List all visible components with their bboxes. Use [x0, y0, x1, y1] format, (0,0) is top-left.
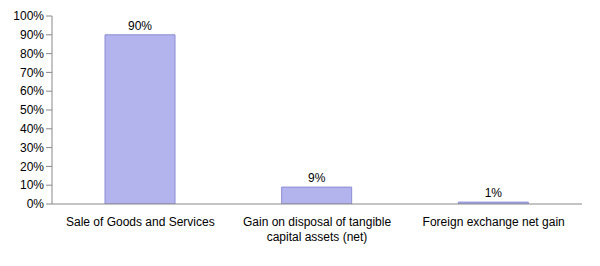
- svg-text:50%: 50%: [20, 103, 44, 117]
- svg-text:Gain on disposal of tangibleca: Gain on disposal of tangiblecapital asse…: [243, 215, 391, 244]
- svg-text:60%: 60%: [20, 84, 44, 98]
- svg-text:9%: 9%: [308, 171, 326, 185]
- svg-text:100%: 100%: [13, 9, 44, 23]
- svg-text:90%: 90%: [128, 19, 152, 33]
- svg-text:Foreign exchange net gain: Foreign exchange net gain: [423, 215, 565, 229]
- svg-text:10%: 10%: [20, 178, 44, 192]
- svg-text:Sale of Goods and Services: Sale of Goods and Services: [66, 215, 215, 229]
- svg-text:20%: 20%: [20, 160, 44, 174]
- svg-text:90%: 90%: [20, 28, 44, 42]
- svg-text:70%: 70%: [20, 66, 44, 80]
- svg-text:0%: 0%: [27, 197, 45, 211]
- svg-text:80%: 80%: [20, 47, 44, 61]
- svg-text:30%: 30%: [20, 141, 44, 155]
- svg-text:40%: 40%: [20, 122, 44, 136]
- svg-text:1%: 1%: [485, 186, 503, 200]
